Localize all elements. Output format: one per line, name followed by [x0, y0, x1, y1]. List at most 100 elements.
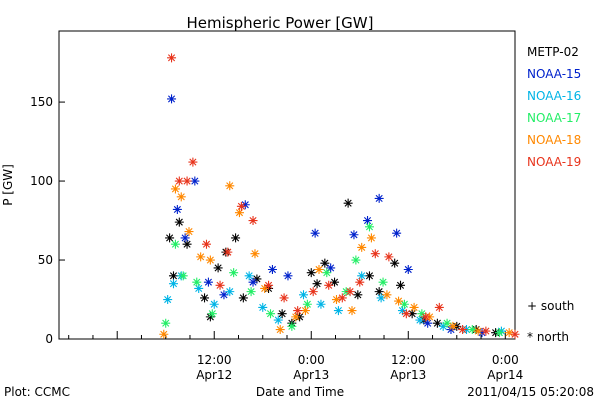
data-point — [165, 233, 175, 243]
data-point — [168, 279, 178, 289]
data-point — [364, 271, 374, 281]
data-point — [178, 271, 188, 281]
data-point — [277, 309, 287, 319]
data-point — [378, 277, 388, 287]
data-point — [192, 277, 202, 287]
data-point — [225, 181, 235, 191]
data-point — [384, 252, 394, 262]
data-point — [201, 239, 211, 249]
x-tick-label-date: Apr13 — [293, 368, 329, 382]
data-point — [374, 193, 384, 203]
data-point — [374, 287, 384, 297]
data-point — [392, 228, 402, 238]
data-point — [403, 265, 413, 275]
data-point — [337, 293, 347, 303]
x-tick-label-date: Apr14 — [487, 368, 523, 382]
data-point — [370, 249, 380, 259]
data-point — [170, 184, 180, 194]
data-point — [366, 233, 376, 243]
footer-credit: Plot: CCMC — [4, 385, 70, 399]
y-tick-label: 150 — [30, 95, 53, 109]
data-points — [159, 53, 520, 339]
data-point — [364, 222, 374, 232]
data-point — [306, 268, 316, 278]
data-point — [314, 265, 324, 275]
data-point — [161, 318, 171, 328]
data-point — [174, 217, 184, 227]
data-point — [510, 329, 520, 339]
data-point — [394, 296, 404, 306]
y-axis-label: P [GW] — [1, 164, 15, 206]
data-point — [260, 283, 270, 293]
data-point — [423, 318, 433, 328]
data-point — [188, 157, 198, 167]
data-point — [310, 228, 320, 238]
data-point — [225, 287, 235, 297]
x-tick-label-time: 0:00 — [492, 353, 519, 367]
data-point — [196, 252, 206, 262]
data-point — [473, 326, 483, 336]
data-point — [399, 299, 409, 309]
data-point — [324, 280, 334, 290]
data-point — [390, 258, 400, 268]
y-tick-label: 50 — [38, 253, 53, 267]
data-point — [320, 258, 330, 268]
y-tick-label: 0 — [45, 332, 53, 346]
data-point — [355, 277, 365, 287]
data-point — [293, 306, 303, 316]
data-point — [481, 326, 491, 336]
x-tick-label-date: Apr12 — [196, 368, 232, 382]
data-point — [258, 302, 268, 312]
data-point — [442, 318, 452, 328]
data-point — [330, 277, 340, 287]
data-point — [209, 299, 219, 309]
data-point — [396, 280, 406, 290]
data-point — [351, 255, 361, 265]
data-point — [312, 279, 322, 289]
data-point — [264, 280, 274, 290]
legend-entry: NOAA-17 — [527, 111, 581, 125]
data-point — [252, 274, 262, 284]
legend-entry: NOAA-19 — [527, 155, 581, 169]
data-point — [190, 176, 200, 186]
data-point — [182, 239, 192, 249]
data-point — [182, 176, 192, 186]
data-point — [407, 309, 417, 319]
legend-entry: NOAA-15 — [527, 67, 581, 81]
data-point — [266, 309, 276, 319]
marker-legend-entry: + south — [527, 299, 574, 313]
data-point — [417, 309, 427, 319]
x-tick-label-time: 0:00 — [298, 353, 325, 367]
data-point — [250, 249, 260, 259]
data-point — [236, 201, 246, 211]
data-point — [343, 198, 353, 208]
data-point — [382, 290, 392, 300]
data-point — [248, 216, 258, 226]
data-point — [205, 312, 215, 322]
data-point — [446, 325, 456, 335]
data-point — [219, 290, 229, 300]
legend-entry: NOAA-18 — [527, 133, 581, 147]
data-point — [415, 315, 425, 325]
data-point — [316, 299, 326, 309]
data-point — [467, 325, 477, 335]
data-point — [333, 306, 343, 316]
data-point — [163, 295, 173, 305]
data-point — [229, 268, 239, 278]
data-point — [168, 271, 178, 281]
legend: METP-02 NOAA-15 NOAA-16 NOAA-17 NOAA-18 NOAA-… — [527, 45, 581, 169]
data-point — [240, 200, 250, 210]
data-point — [300, 306, 310, 316]
data-point — [298, 290, 308, 300]
data-point — [184, 227, 194, 237]
marker-legend: + south * north — [527, 299, 574, 344]
y-tick-label: 100 — [30, 174, 53, 188]
data-point — [432, 318, 442, 328]
x-tick-label-time: 12:00 — [197, 353, 232, 367]
data-point — [180, 233, 190, 243]
plot-frame — [58, 30, 516, 340]
data-point — [194, 283, 204, 293]
data-point — [345, 287, 355, 297]
data-point — [200, 293, 210, 303]
data-point — [246, 287, 256, 297]
